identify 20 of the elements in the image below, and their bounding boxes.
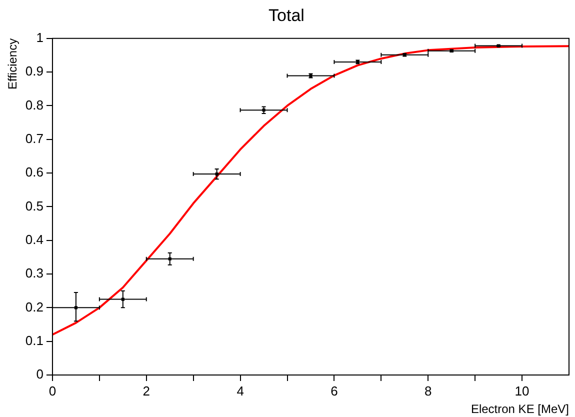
y-tick-label: 0.2	[25, 299, 44, 314]
y-tick-label: 0.3	[25, 266, 44, 281]
y-tick-label: 1	[36, 30, 44, 45]
x-tick-label: 2	[142, 383, 150, 398]
chart-title: Total	[268, 6, 304, 25]
x-tick-label: 8	[424, 383, 432, 398]
y-tick-label: 0.4	[25, 232, 44, 247]
y-tick-label: 0.7	[25, 130, 44, 146]
y-tick-label: 0.6	[25, 164, 44, 180]
y-tick-label: 0.5	[25, 198, 44, 214]
x-tick-label: 4	[236, 383, 244, 398]
x-tick-label: 10	[514, 383, 530, 398]
x-axis-title: Electron KE [MeV]	[470, 402, 569, 416]
x-tick-label: 0	[48, 383, 56, 398]
y-tick-label: 0	[36, 366, 44, 382]
y-tick-label: 0.9	[25, 64, 44, 79]
y-tick-label: 0.8	[25, 97, 44, 112]
x-tick-label: 6	[330, 383, 338, 398]
y-axis-title: Efficiency	[6, 38, 20, 90]
y-tick-label: 0.1	[25, 332, 44, 348]
